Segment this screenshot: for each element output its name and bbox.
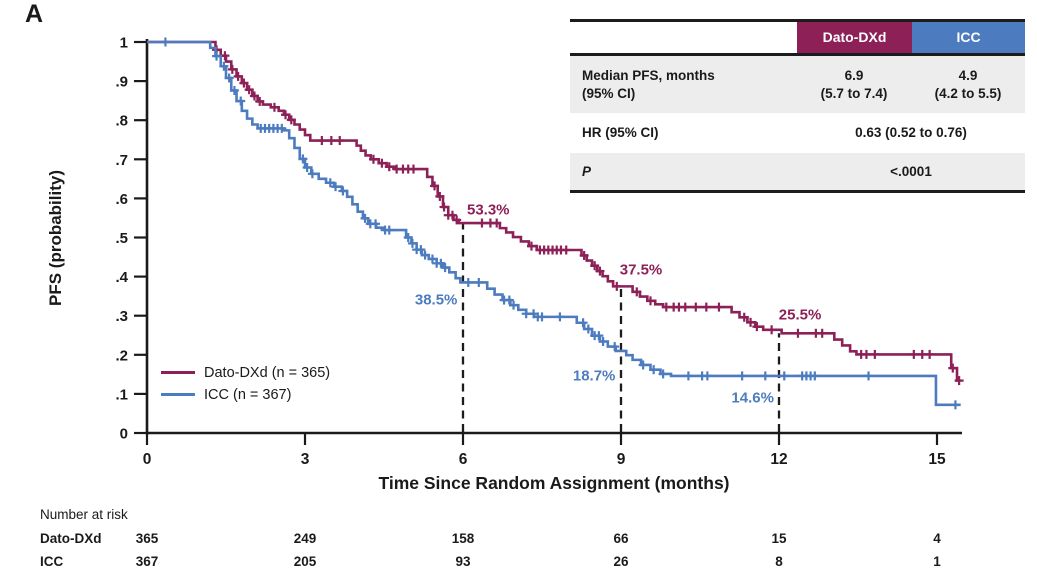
risk-count-dato-dxd: 66: [613, 531, 629, 546]
median-icc-ci: (4.2 to 5.5): [934, 85, 1002, 101]
y-tick-label: .3: [115, 308, 128, 325]
y-tick-label: 0: [120, 426, 128, 443]
y-tick-label: 1: [120, 35, 128, 52]
legend: Dato-DXd (n = 365) ICC (n = 367): [161, 364, 330, 403]
milestone-annotation-38.5%: 38.5%: [414, 291, 458, 309]
stats-row-hr: HR (95% CI) 0.63 (0.52 to 0.76): [570, 113, 1025, 153]
number-at-risk-title: Number at risk: [40, 507, 128, 522]
risk-count-icc: 26: [613, 554, 629, 569]
x-tick-label: 12: [770, 451, 787, 468]
y-tick-label: .2: [115, 347, 128, 364]
y-tick-label: .1: [115, 386, 128, 403]
y-tick-label: .4: [115, 269, 128, 286]
milestone-annotation-53.3%: 53.3%: [466, 201, 510, 219]
p-label: P: [582, 163, 592, 179]
y-tick-label: .6: [115, 191, 128, 208]
x-tick-label: 15: [928, 451, 946, 468]
y-tick-label: .8: [115, 113, 128, 130]
x-tick-label: 9: [617, 451, 626, 468]
legend-item-dato-dxd: Dato-DXd (n = 365): [161, 364, 330, 381]
median-dato-estimate: 6.9: [844, 67, 864, 83]
x-tick-label: 6: [459, 451, 468, 468]
median-pfs-dato-value: 6.9 (5.7 to 7.4): [797, 67, 911, 102]
p-value: <.0001: [890, 163, 932, 179]
risk-count-icc: 8: [775, 554, 783, 569]
risk-row-label-dato: Dato-DXd: [40, 531, 102, 546]
y-tick-label: .9: [115, 74, 128, 91]
stats-row-median: Median PFS, months (95% CI) 6.9 (5.7 to …: [570, 56, 1025, 113]
panel-label: A: [25, 0, 44, 28]
legend-swatch-icc: [161, 393, 195, 396]
risk-count-dato-dxd: 158: [451, 531, 475, 546]
stats-table: Dato-DXd ICC Median PFS, months (95% CI)…: [570, 19, 1025, 193]
legend-label-dato: Dato-DXd (n = 365): [204, 364, 331, 381]
legend-item-icc: ICC (n = 367): [161, 386, 330, 403]
milestone-annotation-37.5%: 37.5%: [619, 261, 663, 279]
risk-count-dato-dxd: 249: [293, 531, 317, 546]
y-tick-label: .5: [115, 230, 128, 247]
x-tick-label: 3: [301, 451, 310, 468]
risk-count-icc: 205: [293, 554, 317, 569]
risk-count-dato-dxd: 365: [135, 531, 159, 546]
stats-col-dato: Dato-DXd: [797, 22, 912, 53]
milestone-annotation-25.5%: 25.5%: [778, 306, 822, 324]
x-tick-label: 0: [143, 451, 152, 468]
stats-col-icc: ICC: [912, 22, 1025, 53]
risk-count-icc: 93: [455, 554, 471, 569]
stats-table-header: Dato-DXd ICC: [570, 22, 1025, 56]
hr-value: 0.63 (0.52 to 0.76): [855, 125, 967, 141]
risk-count-dato-dxd: 15: [771, 531, 787, 546]
stats-header-empty-cell: [570, 22, 797, 53]
median-pfs-label: Median PFS, months (95% CI): [570, 67, 797, 102]
risk-count-dato-dxd: 4: [933, 531, 941, 546]
km-curve-dato-dxd: [147, 40, 961, 382]
milestone-annotation-14.6%: 14.6%: [731, 389, 774, 407]
risk-row-label-icc: ICC: [40, 554, 64, 569]
legend-label-icc: ICC (n = 367): [204, 386, 292, 403]
stats-row-p: P <.0001: [570, 153, 1025, 190]
risk-count-icc: 367: [135, 554, 159, 569]
median-pfs-icc-value: 4.9 (4.2 to 5.5): [911, 67, 1025, 102]
median-pfs-label-line1: Median PFS, months: [582, 67, 715, 83]
y-axis-title: PFS (probability): [46, 170, 65, 306]
risk-count-icc: 1: [933, 554, 941, 569]
x-axis-title: Time Since Random Assignment (months): [378, 473, 730, 493]
milestone-annotation-18.7%: 18.7%: [572, 367, 616, 385]
y-tick-label: .7: [115, 152, 128, 169]
hr-label: HR (95% CI): [582, 125, 659, 141]
legend-swatch-dato: [161, 371, 195, 374]
median-dato-ci: (5.7 to 7.4): [820, 85, 888, 101]
median-pfs-label-line2: (95% CI): [582, 85, 636, 101]
median-icc-estimate: 4.9: [958, 67, 978, 83]
